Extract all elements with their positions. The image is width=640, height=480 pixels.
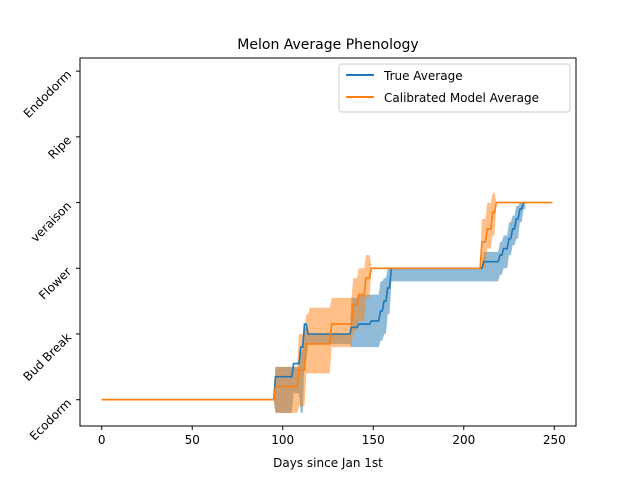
x-tick-label: 50 xyxy=(185,433,200,447)
x-axis-label: Days since Jan 1st xyxy=(273,456,383,470)
legend-label-calibrated-model-average: Calibrated Model Average xyxy=(384,91,539,105)
x-tick-label: 250 xyxy=(543,433,566,447)
uncertainty-bands xyxy=(101,192,553,413)
x-tick-label: 200 xyxy=(452,433,475,447)
x-tick-label: 0 xyxy=(98,433,106,447)
series-lines xyxy=(101,201,553,401)
x-tick-label: 150 xyxy=(362,433,385,447)
legend: True Average Calibrated Model Average xyxy=(338,63,571,113)
chart-title: Melon Average Phenology xyxy=(237,37,418,53)
series-line-true-average xyxy=(101,201,526,401)
band-calibrated-model-average xyxy=(101,192,553,413)
legend-box xyxy=(338,63,571,113)
plot-frame xyxy=(79,57,577,427)
legend-label-true-average: True Average xyxy=(383,69,463,83)
x-axis-ticks: 0 50 100 150 200 250 xyxy=(98,426,566,447)
series-line-calibrated-model-average xyxy=(101,201,553,401)
x-tick-label: 100 xyxy=(271,433,294,447)
